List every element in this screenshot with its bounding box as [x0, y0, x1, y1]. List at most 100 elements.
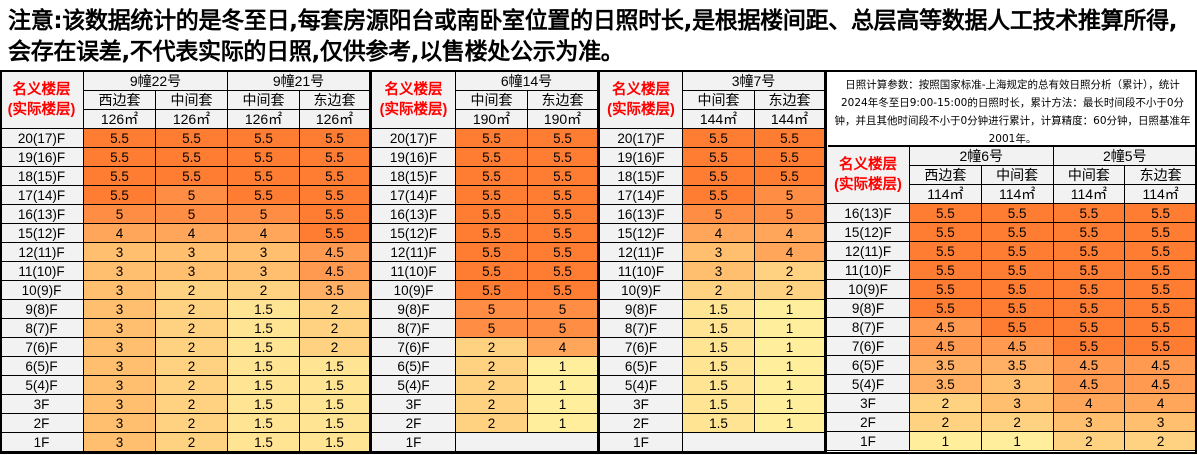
sunlight-hours-cell: 5.5 [456, 148, 528, 167]
floor-label: 8(7)F [827, 318, 910, 337]
sunlight-hours-cell: 3 [84, 319, 156, 338]
floor-label: 16(13)F [600, 205, 683, 224]
sunlight-hours-cell: 5.5 [300, 129, 372, 148]
sunlight-hours-cell: 2 [156, 376, 228, 395]
sunlight-hours-cell: 1 [981, 432, 1054, 451]
sunlight-hours-cell: 2 [156, 414, 228, 433]
sunlight-hours-cell: 2 [156, 357, 228, 376]
sunlight-hours-cell: 2 [755, 281, 827, 300]
sunlight-hours-cell: 1 [528, 376, 600, 395]
sunlight-hours-cell: 5.5 [528, 148, 600, 167]
sunlight-hours-cell: 2 [456, 414, 528, 433]
sunlight-hours-cell: 5.5 [528, 186, 600, 205]
sunlight-hours-cell: 5.5 [300, 148, 372, 167]
sunlight-hours-cell: 1 [755, 414, 827, 433]
unit-type-header: 东边套 [1125, 166, 1197, 185]
sunlight-hours-cell: 5.5 [156, 148, 228, 167]
sunlight-hours-cell: 5.5 [528, 129, 600, 148]
sunlight-hours-cell: 1 [528, 414, 600, 433]
sunlight-hours-cell: 3 [84, 376, 156, 395]
building-header: 9幢21号 [228, 72, 372, 91]
floor-header-actual: (实际楼层) [834, 177, 902, 193]
building-header: 9幢22号 [84, 72, 228, 91]
floor-header-actual: (实际楼层) [7, 102, 76, 118]
floor-label: 1F [827, 432, 910, 451]
sunlight-hours-cell: 5.5 [300, 186, 372, 205]
sunlight-hours-cell: 2 [300, 319, 372, 338]
sunlight-hours-cell: 5.5 [1053, 280, 1126, 299]
sunlight-hours-cell: 5.5 [456, 281, 528, 300]
sunlight-hours-cell: 5.5 [981, 223, 1054, 242]
sunlight-hours-cell: 3 [84, 281, 156, 300]
floor-label: 7(6)F [600, 338, 683, 357]
floor-label: 8(7)F [0, 319, 84, 338]
disclaimer-title: 注意:该数据统计的是冬至日,每套房源阳台或南卧室位置的日照时长,是根据楼间距、总… [8, 8, 1178, 65]
sunlight-hours-cell: 2 [683, 281, 755, 300]
unit-area-header: 114㎡ [1053, 185, 1126, 204]
floor-label: 1F [0, 433, 84, 452]
sunlight-hours-cell: 5.5 [910, 204, 982, 223]
sunlight-hours-cell: 2 [228, 281, 300, 300]
sunlight-hours-cell: 4 [683, 224, 755, 243]
floor-label: 2F [372, 414, 456, 433]
sunlight-hours-cell: 5.5 [456, 167, 528, 186]
sunlight-hours-cell: 1.5 [683, 395, 755, 414]
sunlight-hours-cell: 5.5 [683, 148, 755, 167]
floor-label: 20(17)F [600, 129, 683, 148]
sunlight-hours-cell: 5.5 [84, 129, 156, 148]
floor-label: 17(14)F [372, 186, 456, 205]
sunlight-hours-cell: 2 [981, 413, 1054, 432]
sunlight-hours-cell: 5.5 [84, 148, 156, 167]
sunlight-hours-cell: 5.5 [84, 167, 156, 186]
sunlight-hours-cell: 2 [300, 300, 372, 319]
floor-label: 10(9)F [827, 280, 910, 299]
floor-label: 12(11)F [827, 242, 910, 261]
unit-area-header: 126㎡ [228, 110, 300, 129]
sunlight-hours-cell: 3 [683, 262, 755, 281]
sunlight-hours-cell: 5.5 [156, 129, 228, 148]
sunlight-hours-cell: 1.5 [228, 357, 300, 376]
floor-label: 7(6)F [372, 338, 456, 357]
unit-type-header: 中间套 [456, 91, 528, 110]
floor-label: 18(15)F [600, 167, 683, 186]
sunlight-hours-cell: 1.5 [228, 376, 300, 395]
sunlight-hours-cell: 5 [683, 205, 755, 224]
floor-label: 7(6)F [0, 338, 84, 357]
floor-column-header: 名义楼层 (实际楼层) [827, 147, 910, 204]
sunlight-hours-cell: 5 [156, 205, 228, 224]
unit-area-header: 126㎡ [300, 110, 372, 129]
building-header: 2幢6号 [910, 147, 1054, 166]
unit-type-header: 中间套 [156, 91, 228, 110]
unit-type-header: 中间套 [981, 166, 1054, 185]
sunlight-hours-cell: 4 [84, 224, 156, 243]
floor-column-header: 名义楼层 (实际楼层) [0, 72, 84, 129]
sunlight-hours-cell: 3 [84, 414, 156, 433]
sunlight-hours-cell: 5 [456, 300, 528, 319]
floor-label: 9(8)F [600, 300, 683, 319]
floor-label: 17(14)F [600, 186, 683, 205]
sunlight-hours-cell: 5 [528, 319, 600, 338]
sunlight-hours-cell: 5.5 [300, 167, 372, 186]
sunlight-hours-cell: 5.5 [1125, 242, 1197, 261]
sunlight-hours-cell: 4.5 [300, 243, 372, 262]
floor-label: 15(12)F [600, 224, 683, 243]
floor-column-header: 名义楼层 (实际楼层) [372, 72, 456, 129]
floor-label: 12(11)F [600, 243, 683, 262]
unit-area-header: 126㎡ [156, 110, 228, 129]
unit-type-header: 中间套 [683, 91, 755, 110]
floor-label: 12(11)F [0, 243, 84, 262]
sunlight-hours-cell: 5.5 [528, 205, 600, 224]
floor-label: 10(9)F [372, 281, 456, 300]
sunlight-hours-cell: 5.5 [156, 167, 228, 186]
sunlight-hours-cell: 4.5 [1125, 356, 1197, 375]
sunlight-hours-cell: 3 [84, 243, 156, 262]
floor-header-actual: (实际楼层) [607, 102, 675, 118]
floor-label: 9(8)F [372, 300, 456, 319]
sunlight-hours-cell: 3 [1053, 413, 1126, 432]
floor-label: 20(17)F [0, 129, 84, 148]
unit-area-header: 126㎡ [84, 110, 156, 129]
sunlight-hours-cell: 5.5 [1125, 280, 1197, 299]
calculation-parameters-note: 日照计算参数：按照国家标准-上海规定的总有效日照分析（累计），统计2024年冬至… [828, 73, 1197, 147]
sunlight-hours-cell: 4 [528, 338, 600, 357]
floor-label: 19(16)F [0, 148, 84, 167]
